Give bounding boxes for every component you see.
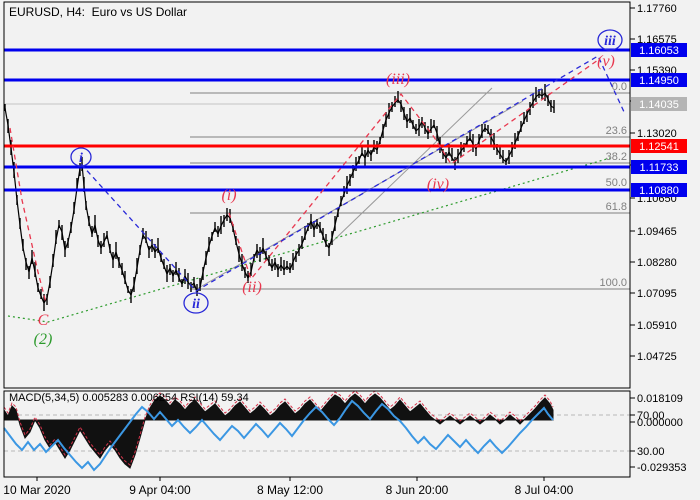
wave-c-dashed-line[interactable] (9, 127, 47, 304)
price-badge-rect-1.14950 (631, 73, 687, 87)
green-trend-dotted-line[interactable] (7, 157, 611, 323)
time-axis-label: 8 Jun 20:00 (386, 483, 449, 497)
indicator-axis-label-0.000000: 0.000000 (637, 417, 683, 429)
wave-label-(iii): (iii) (386, 71, 410, 88)
price-axis-label-1.07095: 1.07095 (637, 288, 677, 300)
fib-label-0.0: 0.0 (612, 81, 627, 93)
price-axis-label-1.17760: 1.17760 (637, 3, 677, 15)
price-badge-1.16053: 1.16053 (639, 45, 679, 57)
red-wave-dashed-line[interactable] (228, 59, 599, 281)
indicator-axis-label-30.00: 30.00 (637, 446, 665, 458)
time-axis-label: 9 Apr 04:00 (129, 483, 191, 497)
price-badge-rect-1.14035 (631, 97, 687, 111)
time-axis-label: 8 May 12:00 (257, 483, 323, 497)
fib-label-61.8: 61.8 (606, 201, 627, 213)
fib-label-100.0: 100.0 (599, 277, 627, 289)
chart-title: EURUSD, H4: Euro vs US Dollar (9, 5, 188, 19)
blue-wave-dashed-line[interactable] (80, 55, 626, 292)
price-axis-label-1.09465: 1.09465 (637, 226, 677, 238)
price-axis-label-1.13020: 1.13020 (637, 128, 677, 140)
price-badge-1.10880: 1.10880 (639, 185, 679, 197)
wave-label-C: C (38, 312, 49, 329)
indicator-axis-label--0.029353: -0.029353 (637, 462, 687, 474)
wave-circle-iii (597, 29, 623, 51)
price-axis-label-1.05910: 1.05910 (637, 320, 677, 332)
price-badge-rect-1.10880 (631, 183, 687, 197)
wave-label-(i): (i) (221, 187, 236, 204)
price-badge-rect-1.16053 (631, 43, 687, 57)
wave-label-iii: iii (604, 34, 616, 49)
indicator-label: MACD(5,34,5) 0.005283 0.006254 RSI(14) 5… (9, 392, 249, 404)
price-badge-rect-1.12541 (631, 139, 687, 153)
fib-label-23.6: 23.6 (606, 125, 627, 137)
price-axis-label-1.08280: 1.08280 (637, 257, 677, 269)
channel-line-1[interactable] (331, 87, 493, 243)
indicator-axis-label-0.018109: 0.018109 (637, 393, 683, 405)
wave-label-ii: ii (192, 297, 200, 312)
rsi-line (3, 399, 554, 472)
price-badge-1.12541: 1.12541 (639, 141, 679, 153)
price-badge-1.11733: 1.11733 (640, 162, 679, 174)
wave-circle-i (70, 147, 92, 167)
price-pane-border (3, 1, 631, 389)
wave-label-(iv): (iv) (427, 176, 449, 193)
price-axis-label-1.04725: 1.04725 (637, 351, 677, 363)
wave-label-i: i (79, 151, 83, 166)
price-badge-rect-1.11733 (631, 160, 687, 174)
macd-signal-line (3, 390, 554, 466)
wave-circle-ii (183, 292, 209, 314)
price-badge-1.14950: 1.14950 (639, 75, 679, 87)
price-badge-1.14035: 1.14035 (639, 99, 679, 111)
wave-label-(2): (2) (34, 331, 53, 348)
indicator-axis-label-70.00: 70.00 (637, 410, 665, 422)
wave-label-(v): (v) (597, 53, 615, 70)
macd-histogram (3, 393, 554, 469)
fib-label-50.0: 50.0 (606, 177, 627, 189)
indicator-pane-border (3, 390, 631, 478)
wave-label-(ii): (ii) (242, 279, 262, 296)
fib-label-38.2: 38.2 (606, 151, 627, 163)
time-axis-label: 10 Mar 2020 (3, 483, 71, 497)
time-axis-label: 8 Jul 04:00 (515, 483, 574, 497)
